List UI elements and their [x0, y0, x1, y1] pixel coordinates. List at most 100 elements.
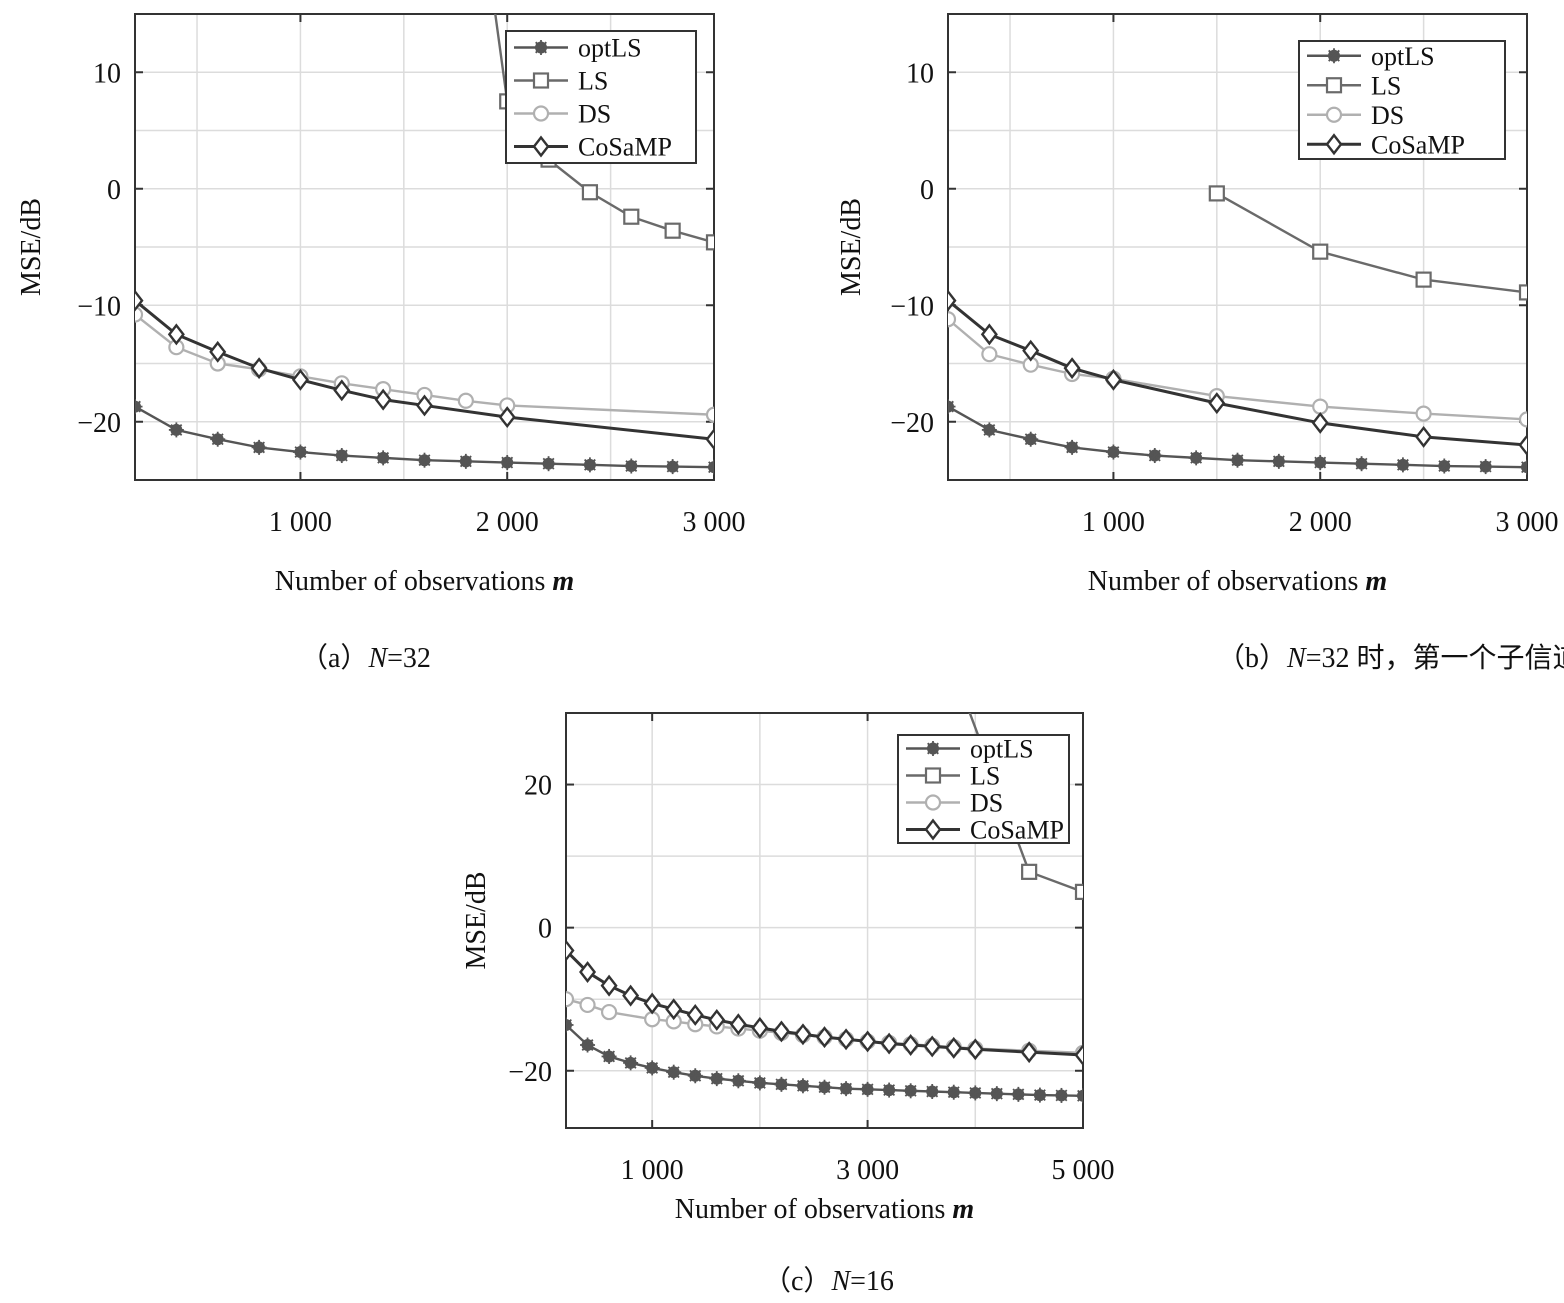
data-point-cosamp — [665, 998, 683, 1021]
data-point-optls — [135, 399, 143, 415]
data-point-cosamp — [1311, 411, 1329, 434]
data-point-optls — [1023, 431, 1039, 447]
y-tick-label: −10 — [890, 291, 934, 322]
y-axis-label: MSE/dB — [836, 198, 867, 296]
data-point-cosamp — [880, 1032, 898, 1055]
data-point-ls — [623, 208, 640, 225]
data-point-ds — [135, 306, 144, 323]
data-point-optls — [1395, 457, 1411, 473]
data-point-ls — [1208, 185, 1225, 202]
data-point-optls — [752, 1075, 768, 1091]
series-cosamp — [948, 289, 1527, 457]
x-axis-label-text: Number of observations — [1088, 566, 1359, 597]
data-point-ds — [566, 991, 575, 1008]
data-point-cosamp — [566, 939, 575, 962]
data-point-optls — [1105, 444, 1121, 460]
data-point-ls — [1518, 284, 1527, 301]
legend-label: optLS — [970, 735, 1034, 764]
y-tick-label: 0 — [538, 914, 552, 945]
caption-suffix: =32 时，第一个子信道前 100 个抽头 — [1306, 642, 1564, 674]
legend-swatch-marker — [924, 818, 942, 841]
data-point-cosamp — [1074, 1044, 1083, 1066]
caption-suffix: =32 — [387, 643, 431, 674]
legend-label: DS — [970, 789, 1003, 818]
series-ls — [1208, 185, 1527, 301]
data-point-optls — [458, 453, 474, 469]
data-point-optls — [1010, 1086, 1026, 1102]
data-point-ds — [457, 392, 474, 409]
data-point-optls — [948, 399, 956, 415]
legend-swatch-marker — [532, 105, 550, 122]
series-cosamp — [135, 289, 714, 451]
x-axis-label-variable: m — [952, 1194, 974, 1225]
legend-swatch-marker — [532, 135, 550, 158]
data-point-cosamp — [815, 1026, 834, 1049]
legend-label: optLS — [1371, 42, 1435, 71]
legend: optLS LS DS CoSaMP — [505, 30, 697, 164]
data-point-optls — [601, 1048, 617, 1064]
legend-swatch-marker — [532, 72, 550, 89]
legend-swatch-marker — [1325, 133, 1343, 156]
data-point-optls — [1147, 448, 1163, 464]
grid — [135, 14, 714, 480]
data-point-optls — [168, 422, 184, 438]
series-optls — [135, 399, 714, 475]
caption-prefix: （a） — [300, 642, 368, 674]
caption-variable: N — [367, 643, 388, 674]
y-tick-label: 0 — [107, 175, 121, 206]
data-point-optls — [334, 448, 350, 464]
x-axis-label-text: Number of observations — [275, 566, 546, 597]
data-point-cosamp — [1518, 434, 1527, 457]
series-line-cosamp — [948, 299, 1527, 447]
data-point-optls — [860, 1081, 876, 1097]
data-point-cosamp — [729, 1013, 747, 1036]
data-point-optls — [1519, 459, 1527, 475]
data-point-optls — [566, 1017, 574, 1033]
plot-frame — [947, 13, 1528, 481]
data-point-cosamp — [705, 428, 714, 451]
y-tick-label: −10 — [77, 291, 121, 322]
data-point-ls — [581, 184, 599, 201]
data-point-optls — [946, 1084, 962, 1100]
caption-prefix: （c） — [763, 1265, 831, 1297]
caption-variable: N — [1286, 643, 1307, 674]
series-ds — [948, 311, 1527, 428]
x-axis-label: Number of observations m — [1088, 566, 1387, 597]
data-point-cosamp — [1104, 368, 1122, 391]
data-point-optls — [981, 422, 997, 438]
data-point-optls — [1436, 458, 1452, 474]
data-point-cosamp — [600, 974, 618, 997]
data-point-cosamp — [1063, 357, 1081, 380]
legend-swatch-marker — [533, 40, 549, 55]
x-tick-label: 1 000 — [269, 507, 332, 538]
data-point-cosamp — [1415, 425, 1433, 448]
data-point-optls — [1312, 455, 1328, 471]
data-point-optls — [292, 444, 308, 460]
data-point-cosamp — [1022, 339, 1040, 362]
x-axis-label-variable: m — [552, 566, 574, 597]
data-point-ds — [1415, 405, 1432, 422]
data-point-ds — [1518, 411, 1527, 428]
data-point-optls — [795, 1078, 811, 1094]
data-point-cosamp — [751, 1016, 769, 1039]
data-point-optls — [582, 457, 598, 473]
caption-prefix: （b） — [1217, 642, 1287, 674]
chart-panel-b: 1 000 2 000 3 000 −20 −10 0 10 MSE/dB Number of … — [836, 13, 1564, 674]
series-optls — [948, 399, 1527, 475]
y-axis-label: MSE/dB — [16, 198, 47, 296]
data-point-optls — [709, 1071, 725, 1087]
series-cosamp — [566, 939, 1083, 1066]
data-point-optls — [210, 431, 226, 447]
data-point-cosamp — [498, 406, 516, 429]
data-point-cosamp — [772, 1020, 790, 1043]
chart-panel-a: 1 000 2 000 3 000 −20 −10 0 10 MSE/dB Number of … — [16, 13, 746, 674]
legend-item-ls: LS — [514, 67, 608, 96]
x-axis-label: Number of observations m — [275, 566, 574, 597]
x-tick-label: 3 000 — [836, 1155, 899, 1186]
data-point-cosamp — [980, 323, 998, 346]
x-tick-label: 5 000 — [1052, 1155, 1115, 1186]
data-point-cosamp — [1020, 1041, 1038, 1064]
data-point-optls — [903, 1083, 919, 1099]
legend-swatch-marker — [924, 794, 942, 811]
data-point-optls — [499, 455, 515, 471]
